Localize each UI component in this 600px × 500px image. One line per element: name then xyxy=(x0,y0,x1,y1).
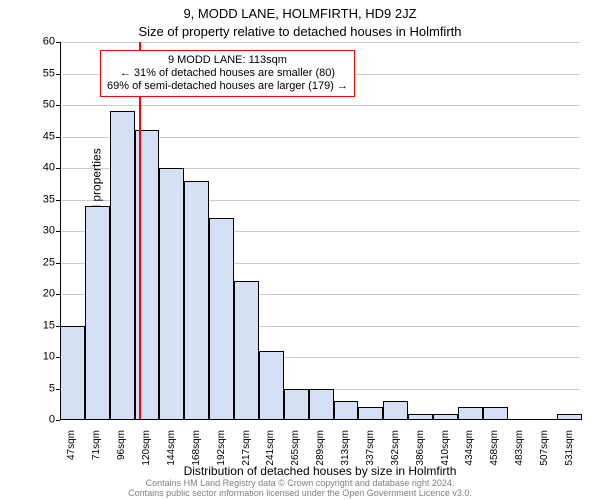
x-axis-line xyxy=(60,419,580,420)
annotation-box: 9 MODD LANE: 113sqm← 31% of detached hou… xyxy=(100,50,355,97)
x-tick-label: 458sqm xyxy=(490,430,500,466)
histogram-bar xyxy=(184,181,209,420)
x-tick-label: 434sqm xyxy=(465,430,475,466)
x-tick-label: 337sqm xyxy=(366,430,376,466)
x-tick-label: 386sqm xyxy=(416,430,426,466)
x-tick-label: 531sqm xyxy=(565,430,575,466)
footer-line-1: Contains HM Land Registry data © Crown c… xyxy=(0,478,600,488)
histogram-bar xyxy=(284,389,309,421)
histogram-bar xyxy=(383,401,408,420)
x-tick-label: 313sqm xyxy=(341,430,351,466)
x-tick-label: 507sqm xyxy=(540,430,550,466)
histogram-bar xyxy=(259,351,284,420)
y-axis-line xyxy=(60,42,61,420)
x-tick-label: 410sqm xyxy=(441,430,451,466)
annotation-line-1: 9 MODD LANE: 113sqm xyxy=(107,54,348,67)
histogram-bar xyxy=(85,206,110,420)
histogram-bar xyxy=(60,326,85,421)
x-axis-label: Distribution of detached houses by size … xyxy=(60,464,580,478)
histogram-bar xyxy=(159,168,184,420)
x-tick-label: 168sqm xyxy=(192,430,202,466)
x-tick-label: 483sqm xyxy=(515,430,525,466)
footer-line-2: Contains public sector information licen… xyxy=(0,488,600,498)
histogram-bar xyxy=(110,111,135,420)
histogram-bar xyxy=(309,389,334,421)
x-tick-label: 120sqm xyxy=(142,430,152,466)
chart-subtitle: Size of property relative to detached ho… xyxy=(0,24,600,39)
chart-title: 9, MODD LANE, HOLMFIRTH, HD9 2JZ xyxy=(0,6,600,21)
x-tick-label: 217sqm xyxy=(242,430,252,466)
x-tick-label: 192sqm xyxy=(217,430,227,466)
x-tick-label: 362sqm xyxy=(391,430,401,466)
y-tick-mark xyxy=(56,420,60,421)
x-tick-label: 96sqm xyxy=(117,430,127,460)
x-tick-label: 71sqm xyxy=(92,430,102,460)
x-tick-label: 144sqm xyxy=(167,430,177,466)
x-tick-label: 241sqm xyxy=(266,430,276,466)
chart-footer: Contains HM Land Registry data © Crown c… xyxy=(0,478,600,498)
reference-line xyxy=(139,42,141,420)
x-tick-label: 289sqm xyxy=(316,430,326,466)
annotation-line-3: 69% of semi-detached houses are larger (… xyxy=(107,80,348,93)
x-tick-label: 265sqm xyxy=(291,430,301,466)
x-tick-label: 47sqm xyxy=(67,430,77,460)
histogram-bar xyxy=(334,401,359,420)
histogram-bar xyxy=(234,281,259,420)
annotation-line-2: ← 31% of detached houses are smaller (80… xyxy=(107,67,348,80)
histogram-bar xyxy=(209,218,234,420)
histogram-plot: 05101520253035404550556047sqm71sqm96sqm1… xyxy=(60,42,580,420)
